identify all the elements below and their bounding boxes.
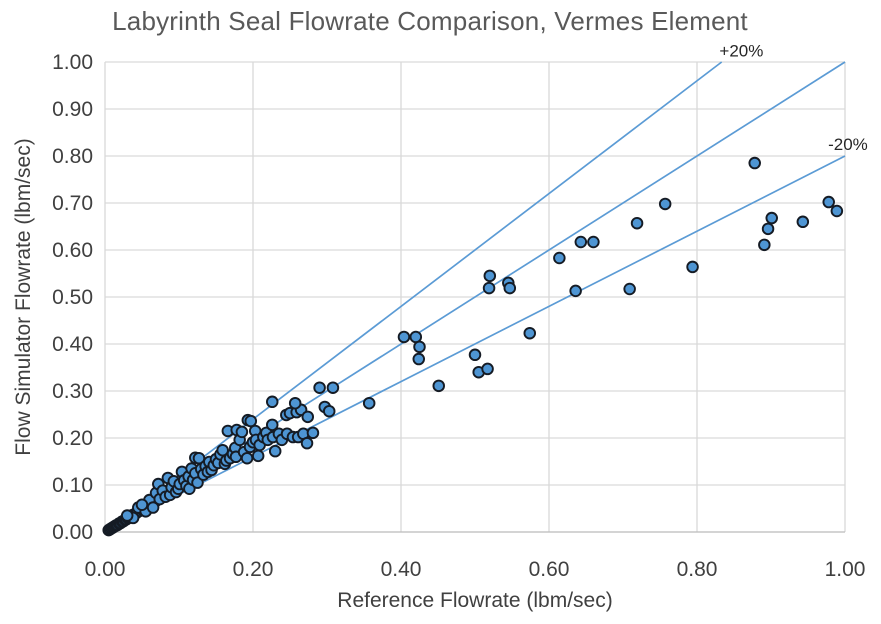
data-point	[244, 414, 258, 428]
data-point	[306, 426, 320, 440]
annotation-label: -20%	[828, 135, 868, 154]
annotation-label: +20%	[719, 41, 763, 60]
data-point	[191, 476, 204, 489]
data-point	[300, 436, 314, 450]
x-tick-label: 1.00	[825, 558, 866, 581]
chart-title: Labyrinth Seal Flowrate Comparison, Verm…	[112, 6, 748, 36]
data-point	[265, 418, 279, 432]
data-point	[240, 451, 254, 465]
data-point	[313, 381, 326, 394]
data-point	[483, 269, 497, 283]
y-tick-label: 0.30	[52, 380, 93, 403]
data-point	[523, 326, 537, 340]
data-point	[761, 222, 775, 236]
data-point	[397, 330, 411, 344]
data-point	[574, 235, 588, 249]
data-point	[748, 156, 761, 170]
y-axis-title: Flow Simulator Flowrate (lbm/sec)	[12, 138, 35, 456]
data-point	[235, 425, 249, 439]
data-point	[413, 340, 426, 354]
data-point	[146, 501, 160, 514]
x-tick-labels: 0.00 0.20 0.40 0.60 0.80 1.00	[85, 558, 866, 581]
y-tick-label: 0.20	[52, 427, 93, 450]
data-point	[830, 204, 844, 218]
data-point	[758, 238, 771, 252]
y-tick-label: 0.60	[52, 239, 93, 262]
data-point	[288, 396, 302, 410]
y-tick-label: 0.70	[52, 192, 93, 215]
data-point	[765, 211, 778, 225]
data-point	[362, 396, 376, 410]
data-point	[796, 215, 810, 229]
data-point	[503, 281, 517, 295]
data-point	[301, 410, 315, 424]
y-tick-label: 0.50	[52, 286, 93, 309]
y-tick-label: 0.00	[52, 521, 93, 544]
data-point	[630, 216, 644, 230]
data-point	[251, 449, 265, 463]
x-tick-label: 0.20	[233, 558, 274, 581]
x-tick-label: 0.40	[381, 558, 422, 581]
data-point	[481, 362, 494, 376]
y-tick-label: 0.40	[52, 333, 93, 356]
data-point	[326, 381, 340, 394]
data-point	[120, 509, 134, 522]
y-tick-label: 0.10	[52, 474, 93, 497]
reference-line-plus-20pct	[104, 61, 723, 533]
data-point	[569, 284, 582, 298]
data-point	[822, 195, 835, 209]
data-point	[135, 498, 149, 511]
y-tick-label: 0.80	[52, 145, 93, 168]
data-point	[587, 235, 600, 249]
data-point	[623, 282, 636, 296]
series-flowrate-comparison	[102, 156, 844, 537]
y-tick-labels: 0.00 0.10 0.20 0.30 0.40 0.50 0.60 0.70 0.80 0.90…	[52, 51, 93, 544]
data-point	[686, 260, 699, 274]
data-point	[658, 197, 672, 211]
data-point	[468, 348, 482, 362]
x-tick-label: 0.60	[529, 558, 570, 581]
y-tick-label: 1.00	[52, 51, 93, 74]
data-point	[553, 251, 566, 265]
data-point	[432, 379, 445, 393]
x-axis-title: Reference Flowrate (lbm/sec)	[337, 589, 613, 612]
x-tick-label: 0.80	[677, 558, 718, 581]
y-tick-label: 0.90	[52, 98, 93, 121]
data-point	[482, 281, 496, 295]
data-point	[216, 443, 229, 457]
data-point	[322, 404, 336, 418]
data-point	[265, 395, 279, 409]
x-tick-label: 0.00	[85, 558, 126, 581]
data-point	[412, 352, 426, 366]
reference-line-minus-20pct	[104, 155, 846, 533]
data-point	[268, 444, 282, 458]
